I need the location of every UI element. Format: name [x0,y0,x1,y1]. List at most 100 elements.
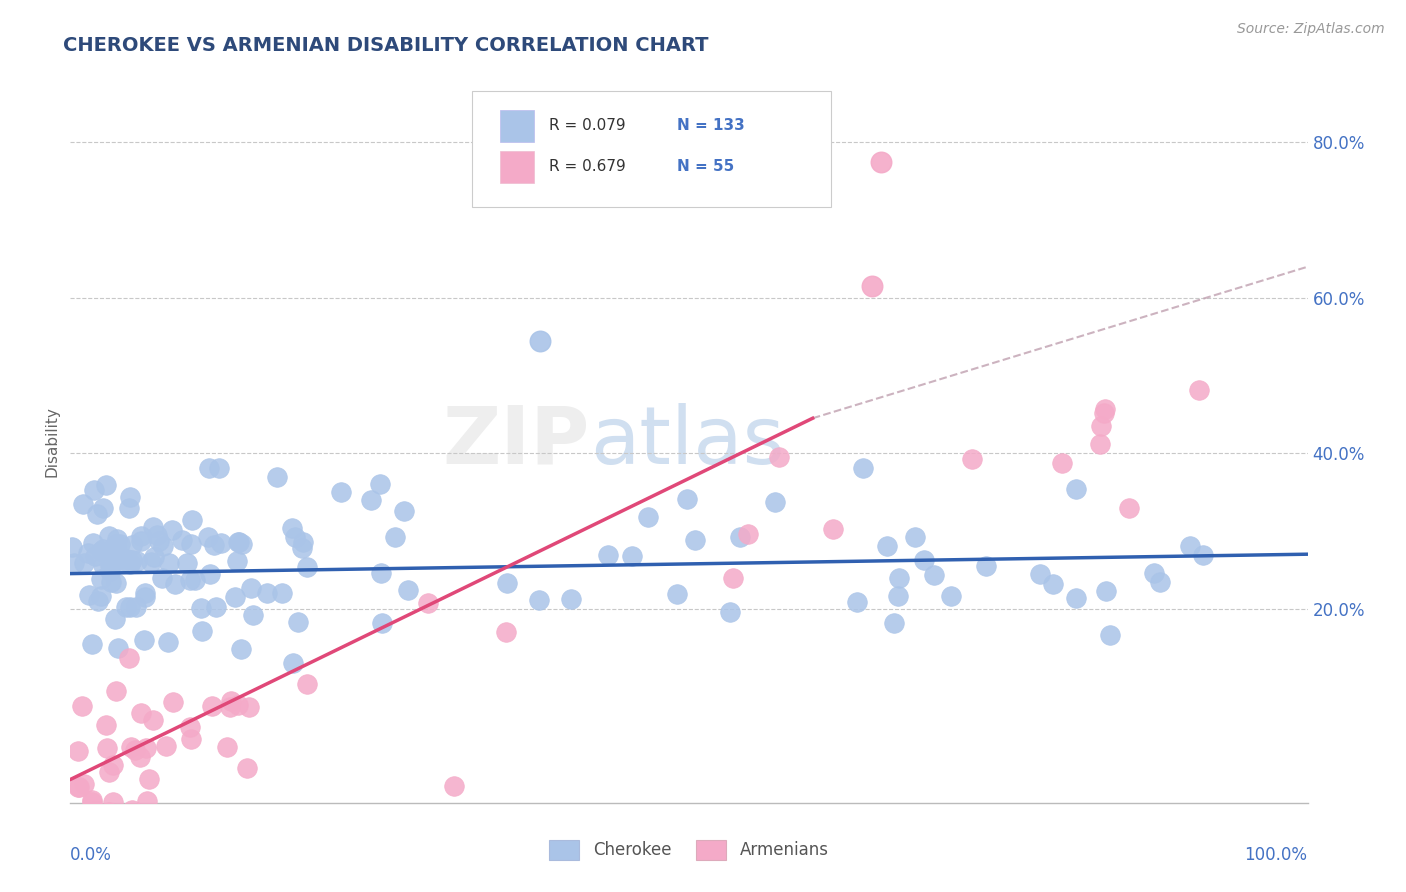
Point [763,495,786,509]
Point [198,461,221,475]
Text: N = 133: N = 133 [676,119,744,133]
Point [197,530,219,544]
Point [125,600,148,615]
Point [163,576,186,591]
Point [179,720,201,734]
Point [360,493,382,508]
Point [876,539,898,553]
Point [72,497,94,511]
Point [228,698,250,712]
Point [150,571,173,585]
Point [190,624,212,638]
Point [80,795,103,809]
Point [97,805,120,820]
Point [141,555,163,569]
Point [96,740,118,755]
Point [1178,539,1201,553]
Point [118,557,141,571]
Point [852,460,875,475]
Point [683,533,706,547]
Point [90,589,112,603]
Point [215,739,238,754]
Point [141,520,163,534]
Point [974,558,997,573]
Point [330,484,353,499]
Point [118,651,141,665]
Point [239,582,262,596]
Point [1029,567,1052,582]
Point [91,501,114,516]
Point [190,600,212,615]
Point [162,523,184,537]
Point [1099,628,1122,642]
Point [1143,566,1166,581]
Point [73,557,96,571]
Point [238,700,260,714]
Point [105,532,128,546]
Point [226,554,249,568]
Point [676,491,699,506]
Point [208,461,231,475]
Point [120,739,142,754]
Point [496,576,519,591]
Point [134,590,156,604]
Point [82,637,104,651]
Point [67,780,90,795]
Point [370,616,392,631]
Point [148,533,170,548]
Point [292,534,315,549]
Point [721,571,744,585]
Point [80,793,103,807]
Point [82,535,104,549]
Point [157,556,180,570]
Text: 100.0%: 100.0% [1244,847,1308,864]
Point [121,553,143,567]
Point [418,596,440,610]
Point [104,576,127,591]
Point [73,776,96,790]
Point [97,765,120,780]
Point [77,588,100,602]
Point [66,780,89,794]
Point [90,544,112,558]
Point [91,541,114,556]
Text: atlas: atlas [591,402,785,481]
Point [105,553,128,567]
Point [229,642,252,657]
Point [179,573,201,587]
Point [86,804,108,818]
Point [170,533,193,548]
Point [83,483,105,497]
Point [529,334,551,348]
Point [1088,437,1111,451]
Point [183,574,205,588]
Point [883,616,905,631]
Point [939,590,962,604]
Point [392,504,415,518]
Point [256,586,278,600]
Point [1042,577,1064,591]
Point [1066,483,1088,497]
Point [280,521,302,535]
Point [370,566,392,581]
Point [384,530,406,544]
Point [142,549,165,564]
Point [219,700,242,714]
Point [1090,418,1112,433]
Point [231,537,253,551]
Point [101,757,124,772]
Point [100,558,122,572]
Point [97,529,120,543]
Point [134,586,156,600]
Text: Source: ZipAtlas.com: Source: ZipAtlas.com [1237,22,1385,37]
Point [666,587,689,601]
Point [120,490,142,504]
Point [266,470,288,484]
Point [121,803,143,817]
Point [271,586,294,600]
Text: R = 0.079: R = 0.079 [550,119,626,133]
Point [91,558,114,573]
Point [135,741,157,756]
Point [904,530,927,544]
Point [1118,501,1140,516]
